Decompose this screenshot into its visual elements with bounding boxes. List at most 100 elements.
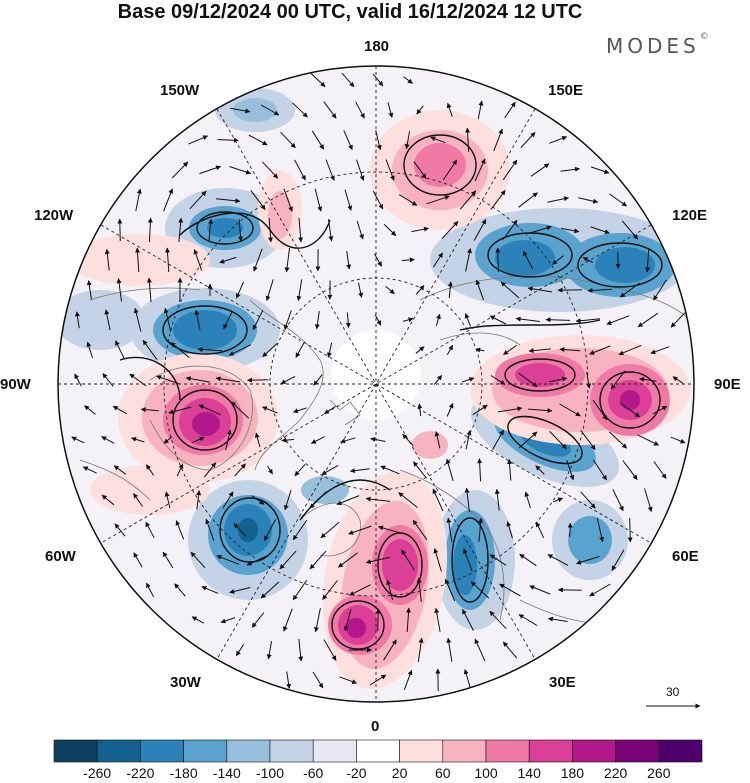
wind-arrow — [298, 217, 304, 243]
wind-arrow — [133, 552, 143, 568]
wind-arrow — [606, 315, 630, 325]
greenland-low — [188, 480, 308, 600]
modes-logo: MODES© — [606, 32, 709, 58]
wind-arrow — [446, 344, 454, 355]
wind-arrow — [142, 339, 158, 360]
wind-arrow — [401, 549, 415, 571]
wind-arrow — [190, 551, 206, 569]
wind-arrow — [309, 491, 327, 509]
wind-arrow — [286, 671, 292, 689]
wind-arrow — [349, 468, 370, 474]
wind-arrow — [296, 279, 303, 302]
wind-arrow — [145, 521, 155, 539]
wind-arrow — [478, 517, 484, 542]
wind-arrow — [101, 494, 115, 506]
wind-arrow — [191, 436, 205, 444]
wind-arrow — [520, 132, 536, 148]
wind-arrow — [518, 431, 538, 449]
wind-arrow — [380, 465, 400, 475]
wind-arrow — [386, 579, 394, 601]
wind-arrow — [281, 437, 295, 443]
lon-label-60w: 60W — [45, 548, 76, 565]
colorbar-tick-label: -180 — [169, 765, 198, 781]
wind-arrow — [507, 458, 513, 481]
wind-arrow — [502, 641, 518, 659]
wind-arrow — [612, 488, 624, 512]
wind-arrow — [280, 131, 296, 149]
wind-arrow — [262, 406, 278, 414]
wind-arrow — [147, 217, 153, 243]
wind-arrow — [433, 548, 442, 572]
wind-arrow — [549, 431, 567, 449]
wind-arrow — [580, 430, 596, 451]
wind-arrow — [446, 517, 453, 542]
wind-arrow — [547, 196, 569, 203]
wind-arrow — [235, 281, 245, 299]
wind-arrow — [374, 314, 382, 326]
wind-arrow — [528, 348, 551, 354]
wind-arrow — [199, 165, 222, 175]
wind-arrow — [235, 644, 245, 657]
wind-arrow — [499, 583, 521, 597]
wind-arrow — [383, 224, 397, 236]
wind-arrow — [86, 341, 93, 359]
wind-arrow — [426, 195, 450, 205]
wind-arrow — [445, 458, 454, 481]
map-title: Base 09/12/2024 00 UTC, valid 16/12/2024… — [117, 1, 583, 23]
wind-arrow — [222, 491, 234, 509]
wind-arrow — [115, 340, 125, 360]
lon-label-120w: 120W — [34, 207, 74, 224]
wind-arrow — [619, 402, 641, 418]
wind-arrow — [356, 220, 364, 240]
colorbar-swatch — [140, 739, 184, 763]
wind-arrow — [369, 674, 387, 686]
wind-arrow — [133, 493, 143, 507]
wind-arrow — [549, 376, 568, 383]
wind-arrow — [535, 465, 545, 475]
wind-arrow — [336, 495, 360, 506]
wind-arrow — [644, 488, 653, 512]
wind-arrow — [145, 582, 155, 598]
wind-arrow — [357, 282, 364, 298]
wind-arrow — [189, 190, 207, 210]
bering-high — [370, 110, 510, 230]
wind-arrow — [515, 316, 540, 322]
wind-arrow — [216, 198, 241, 204]
wind-arrow — [566, 460, 575, 481]
wind-arrow — [215, 376, 240, 383]
wind-arrow — [260, 581, 280, 599]
wind-arrow — [230, 401, 250, 419]
wind-arrow — [198, 404, 222, 416]
wind-arrow — [170, 342, 190, 358]
wind-arrow — [340, 437, 356, 444]
wind-arrow — [472, 404, 488, 416]
wind-arrow — [489, 554, 507, 566]
wind-arrow — [416, 577, 422, 602]
wind-arrow — [201, 586, 219, 594]
wind-arrow — [403, 76, 413, 84]
wind-arrow — [292, 579, 308, 601]
wind-arrow — [500, 281, 520, 299]
wind-arrow — [313, 374, 323, 386]
wind-arrow — [283, 608, 293, 632]
wind-arrow — [462, 608, 474, 631]
wind-arrow — [609, 193, 628, 207]
wind-arrow — [672, 376, 684, 384]
colorbar-swatch — [183, 739, 228, 763]
wind-arrow — [135, 247, 140, 273]
wind-arrow — [527, 408, 553, 414]
wind-arrow — [292, 519, 308, 541]
wind-arrow — [268, 217, 274, 243]
wind-arrow — [326, 342, 333, 358]
wind-arrow — [504, 101, 516, 119]
lon-label-90w: 90W — [0, 376, 31, 393]
wind-arrow — [82, 466, 97, 474]
wind-arrow — [475, 279, 484, 301]
colorbar — [53, 739, 703, 763]
wind-arrow — [279, 550, 297, 570]
copyright-mark: © — [699, 32, 709, 42]
wind-arrow — [653, 279, 667, 301]
wind-arrow — [356, 159, 365, 181]
colorbar-tick-label: -260 — [83, 765, 112, 781]
